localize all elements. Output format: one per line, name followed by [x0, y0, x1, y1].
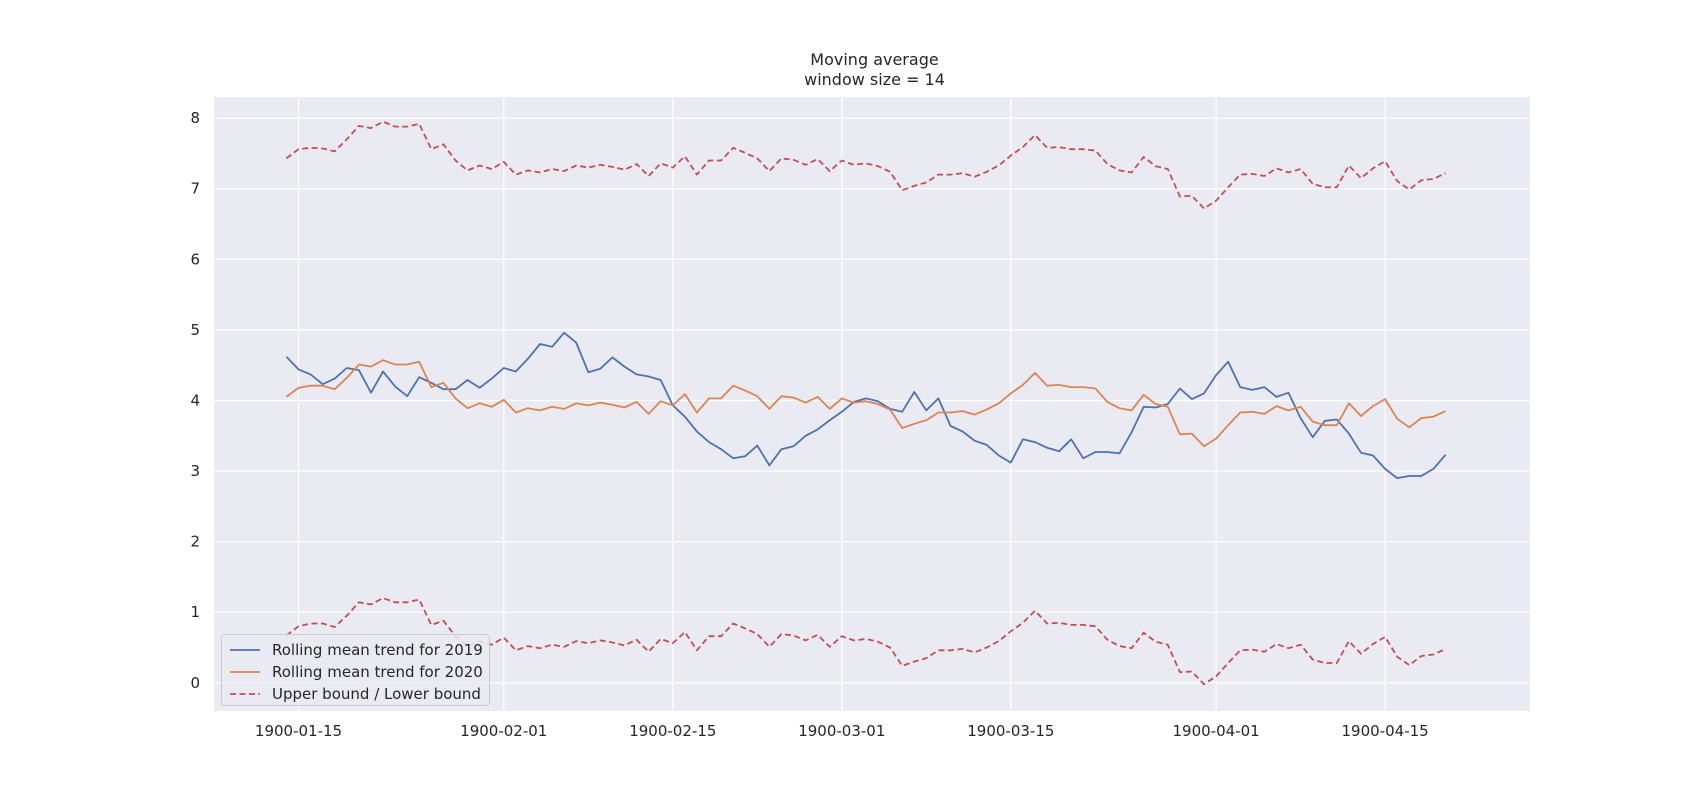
- x-tick-label: 1900-01-15: [255, 722, 342, 740]
- x-tick-label: 1900-02-15: [629, 722, 716, 740]
- y-tick-labels: 0 1 2 3 4 5 6 7 8: [190, 109, 200, 692]
- y-tick-label: 3: [190, 462, 200, 480]
- legend-swatch: [230, 649, 260, 651]
- legend-label: Rolling mean trend for 2019: [272, 641, 483, 659]
- chart-title: Moving average window size = 14: [804, 50, 945, 89]
- y-tick-label: 4: [190, 391, 200, 409]
- y-tick-label: 8: [190, 109, 200, 127]
- plot-area: [214, 97, 1530, 711]
- legend-swatch: [230, 671, 260, 673]
- legend-item: Rolling mean trend for 2020: [228, 661, 483, 683]
- series-line-3: [285, 120, 1446, 210]
- series-line-2: [285, 359, 1446, 448]
- x-tick-label: 1900-04-15: [1342, 722, 1429, 740]
- y-tick-label: 7: [190, 180, 200, 198]
- x-tick-label: 1900-04-01: [1172, 722, 1259, 740]
- legend-label: Upper bound / Lower bound: [272, 685, 481, 703]
- y-tick-label: 5: [190, 321, 200, 339]
- y-tick-label: 1: [190, 603, 200, 621]
- x-tick-label: 1900-02-01: [460, 722, 547, 740]
- x-tick-labels: 1900-01-15 1900-02-01 1900-02-15 1900-03-01…: [255, 722, 1429, 740]
- legend-label: Rolling mean trend for 2020: [272, 663, 483, 681]
- y-tick-label: 2: [190, 533, 200, 551]
- x-tick-label: 1900-03-01: [798, 722, 885, 740]
- y-tick-label: 6: [190, 250, 200, 268]
- legend-item: Upper bound / Lower bound: [228, 683, 483, 705]
- series-layer: [285, 120, 1447, 686]
- series-line-1: [285, 331, 1447, 480]
- legend-item: Rolling mean trend for 2019: [228, 639, 483, 661]
- y-tick-label: 0: [190, 674, 200, 692]
- legend-swatch: [230, 693, 260, 695]
- x-tick-label: 1900-03-15: [967, 722, 1054, 740]
- legend: Rolling mean trend for 2019 Rolling mean …: [221, 634, 490, 706]
